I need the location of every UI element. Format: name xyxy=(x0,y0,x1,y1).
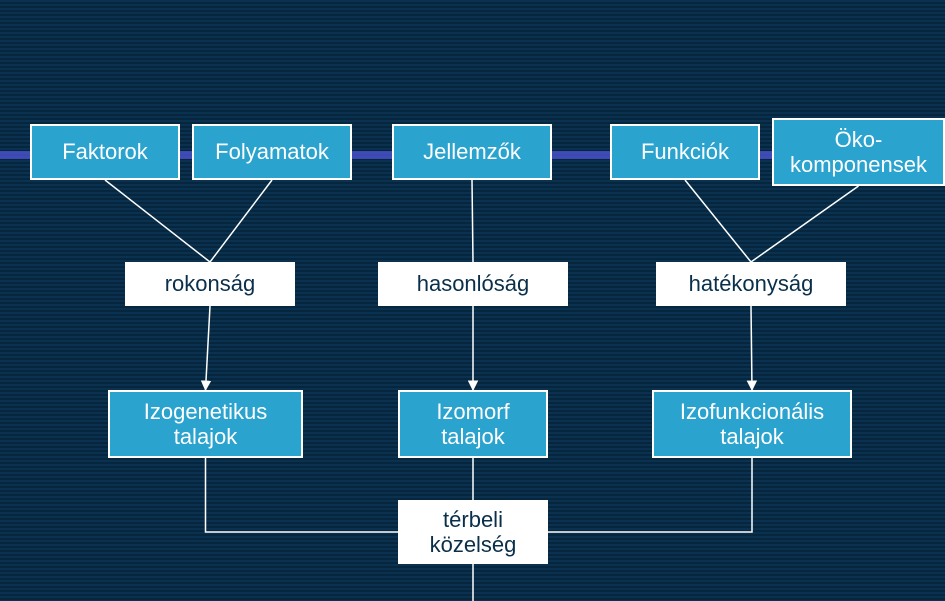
node-label: Jellemzők xyxy=(423,139,521,164)
node-label: hatékonyság xyxy=(689,271,814,296)
node-okokomponensek: Öko- komponensek xyxy=(772,118,945,186)
node-label: Funkciók xyxy=(641,139,729,164)
node-label: hasonlóság xyxy=(417,271,530,296)
node-terbeli: térbeli közelség xyxy=(398,500,548,564)
node-hasonlosag: hasonlóság xyxy=(378,262,568,306)
node-label: Izomorf talajok xyxy=(436,399,509,450)
node-label: Öko- komponensek xyxy=(790,127,927,178)
node-label: Faktorok xyxy=(62,139,148,164)
node-izogenetikus: Izogenetikus talajok xyxy=(108,390,303,458)
node-izomorf: Izomorf talajok xyxy=(398,390,548,458)
node-rokonsag: rokonság xyxy=(125,262,295,306)
node-jellemzok: Jellemzők xyxy=(392,124,552,180)
node-label: Folyamatok xyxy=(215,139,329,164)
node-label: térbeli közelség xyxy=(430,507,517,558)
node-label: Izogenetikus talajok xyxy=(144,399,268,450)
node-label: Izofunkcionális talajok xyxy=(680,399,824,450)
node-hatekonysag: hatékonyság xyxy=(656,262,846,306)
node-folyamatok: Folyamatok xyxy=(192,124,352,180)
node-label: rokonság xyxy=(165,271,256,296)
node-izofunkcionalis: Izofunkcionális talajok xyxy=(652,390,852,458)
node-faktorok: Faktorok xyxy=(30,124,180,180)
node-funkciok: Funkciók xyxy=(610,124,760,180)
